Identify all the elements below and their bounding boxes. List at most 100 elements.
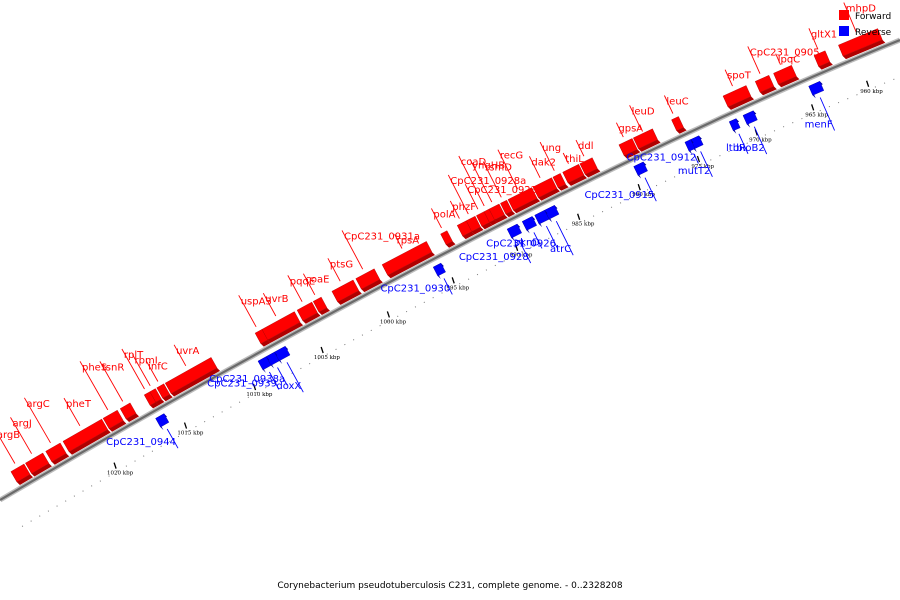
gene-label-cpc231_0923[interactable]: CpC231_0923 bbox=[467, 185, 537, 196]
gene-biob2[interactable] bbox=[742, 110, 758, 128]
gene-label-leuc[interactable]: leuC bbox=[666, 97, 688, 108]
gene-ltbr[interactable] bbox=[728, 118, 741, 134]
gene-label-recg[interactable]: recG bbox=[500, 151, 523, 162]
gene-label-gltx1[interactable]: gltX1 bbox=[811, 29, 837, 40]
gene-label-mutt2[interactable]: mutT2 bbox=[678, 166, 710, 177]
gene-phes[interactable] bbox=[102, 409, 127, 432]
gene-mhpd[interactable] bbox=[838, 28, 886, 60]
gene-label-doxx[interactable]: doxX bbox=[276, 381, 301, 392]
gene-label-cpc231_0939[interactable]: CpC231_0939 bbox=[207, 379, 277, 390]
gene-rpsa[interactable] bbox=[381, 241, 435, 279]
gene-label-atrc[interactable]: atrC bbox=[550, 244, 571, 255]
gene-label-rpmi[interactable]: rpmI bbox=[135, 356, 158, 367]
gene-argj[interactable] bbox=[25, 452, 52, 477]
gene-uspa3[interactable] bbox=[254, 329, 271, 347]
gene-label-rsmd[interactable]: rsmD bbox=[485, 163, 512, 174]
gene-phzf[interactable] bbox=[456, 220, 475, 240]
gene-pola[interactable] bbox=[440, 230, 456, 248]
gene-gltx1[interactable] bbox=[813, 50, 833, 70]
gene-label-gpsa[interactable]: gpsA bbox=[618, 124, 643, 135]
gene-label-lpqc[interactable]: lpqC bbox=[778, 55, 800, 66]
gene-label-cpc231_0944[interactable]: CpC231_0944 bbox=[106, 437, 176, 448]
gene-thil[interactable] bbox=[562, 164, 587, 186]
gene-label-coad[interactable]: coaD bbox=[461, 157, 487, 168]
gene-label-tsnr[interactable]: tsnR bbox=[102, 362, 124, 373]
legend-reverse-swatch bbox=[839, 26, 849, 36]
gene-cpc231_0931a[interactable] bbox=[355, 268, 383, 293]
gene-label-biob2[interactable]: bioB2 bbox=[736, 143, 764, 154]
gene-coae[interactable] bbox=[312, 296, 330, 315]
gene-label-argc[interactable]: argC bbox=[26, 399, 49, 410]
gene-cpc231_0912[interactable] bbox=[684, 139, 696, 155]
gene-label-thil[interactable]: thiL bbox=[565, 154, 584, 165]
gene-argc[interactable] bbox=[45, 442, 70, 465]
gene-rplt[interactable] bbox=[143, 391, 159, 409]
gene-label-dak2[interactable]: dak2 bbox=[531, 157, 556, 168]
gene-rpmi[interactable] bbox=[149, 388, 165, 406]
gene-dak2[interactable] bbox=[532, 177, 560, 201]
gene-uvra[interactable] bbox=[164, 357, 220, 397]
gene-label-uvra[interactable]: uvrA bbox=[176, 346, 199, 357]
gene-label-mhpd[interactable]: mhpD bbox=[846, 4, 876, 15]
gene-label-ptsg[interactable]: ptsG bbox=[330, 259, 353, 270]
gene-lpqc[interactable] bbox=[773, 65, 800, 88]
gene-ddl[interactable] bbox=[579, 157, 601, 178]
gene-pqqe[interactable] bbox=[296, 301, 321, 324]
legend-forward-label: Forward bbox=[855, 12, 891, 22]
gene-label-uspa3[interactable]: uspA3 bbox=[241, 296, 272, 307]
gene-label-menf[interactable]: menF bbox=[805, 120, 833, 131]
gene-label-pknd[interactable]: pknD bbox=[514, 237, 540, 248]
gene-recg[interactable] bbox=[507, 187, 541, 214]
gene-label-spot[interactable]: spoT bbox=[727, 71, 752, 82]
gene-label-infc[interactable]: infC bbox=[148, 362, 168, 373]
gene-label-phet[interactable]: pheT bbox=[66, 399, 92, 410]
gene-menf[interactable] bbox=[808, 81, 825, 99]
gene-spot[interactable] bbox=[722, 85, 754, 110]
gene-label-cpc231_0928a[interactable]: CpC231_0928a bbox=[450, 176, 526, 187]
gene-label-coae[interactable]: coaE bbox=[305, 275, 329, 286]
gene-label-cpc231_0905[interactable]: CpC231_0905 bbox=[750, 47, 820, 58]
gene-rsmd[interactable] bbox=[500, 199, 516, 218]
gene-label-ung[interactable]: ung bbox=[542, 143, 561, 154]
gene-label-leud[interactable]: leuD bbox=[632, 106, 655, 117]
gene-infc[interactable] bbox=[156, 383, 173, 402]
gene-phet[interactable] bbox=[62, 418, 111, 455]
gene-label-pola[interactable]: polA bbox=[433, 209, 455, 220]
gene-label-cpc231_0928[interactable]: CpC231_0928 bbox=[459, 252, 529, 263]
gene-cpc231_0930[interactable] bbox=[432, 262, 446, 279]
gene-cpc231_0939[interactable] bbox=[257, 356, 272, 373]
gene-cpc231_0905[interactable] bbox=[754, 75, 777, 96]
gene-ung[interactable] bbox=[552, 173, 569, 191]
gene-tsnr[interactable] bbox=[119, 402, 139, 422]
gene-label-cpc231_0938a[interactable]: CpC231_0938a bbox=[209, 374, 285, 385]
gene-label-argj[interactable]: argJ bbox=[13, 418, 32, 429]
gene-label-phzf[interactable]: phzF bbox=[452, 202, 476, 213]
gene-gpsa[interactable] bbox=[618, 138, 641, 159]
gene-label-cpc231_0915[interactable]: CpC231_0915 bbox=[584, 190, 654, 201]
gene-label-ddl[interactable]: ddl bbox=[578, 141, 593, 152]
gene-leud[interactable] bbox=[633, 128, 661, 152]
gene-label-rplt[interactable]: rplT bbox=[124, 350, 144, 361]
gene-ptsg[interactable] bbox=[331, 279, 362, 305]
gene-label-cpc231_0912[interactable]: CpC231_0912 bbox=[627, 153, 697, 164]
gene-cpc231_0928[interactable] bbox=[506, 223, 522, 241]
gene-label-cpc231_0930[interactable]: CpC231_0930 bbox=[380, 283, 450, 294]
gene-label-uvrb[interactable]: uvrB bbox=[265, 294, 288, 305]
gene-label-phes[interactable]: pheS bbox=[82, 362, 107, 373]
gene-label-rpsa[interactable]: rpsA bbox=[397, 235, 420, 246]
gene-argb[interactable] bbox=[10, 463, 33, 485]
gene-cpc231_0944[interactable] bbox=[155, 413, 170, 431]
gene-leader bbox=[575, 139, 585, 157]
gene-pknd[interactable] bbox=[521, 216, 537, 234]
gene-label-pqqe[interactable]: pqqE bbox=[290, 276, 315, 287]
gene-uvrb[interactable] bbox=[261, 311, 304, 343]
gene-leuc[interactable] bbox=[671, 116, 687, 134]
gene-atrc[interactable] bbox=[544, 205, 560, 223]
gene-cpc231_0915[interactable] bbox=[633, 161, 648, 179]
gene-label-ltbr[interactable]: ltbR bbox=[726, 143, 746, 154]
gene-label-argb[interactable]: argB bbox=[0, 430, 20, 441]
gene-label-ynghb[interactable]: yngHB bbox=[472, 160, 505, 171]
gene-label-cpc231_0931a[interactable]: CpC231_0931a bbox=[344, 231, 420, 242]
gene-cpc231_0926[interactable] bbox=[534, 209, 550, 228]
gene-cpc231_0923[interactable] bbox=[476, 211, 493, 230]
